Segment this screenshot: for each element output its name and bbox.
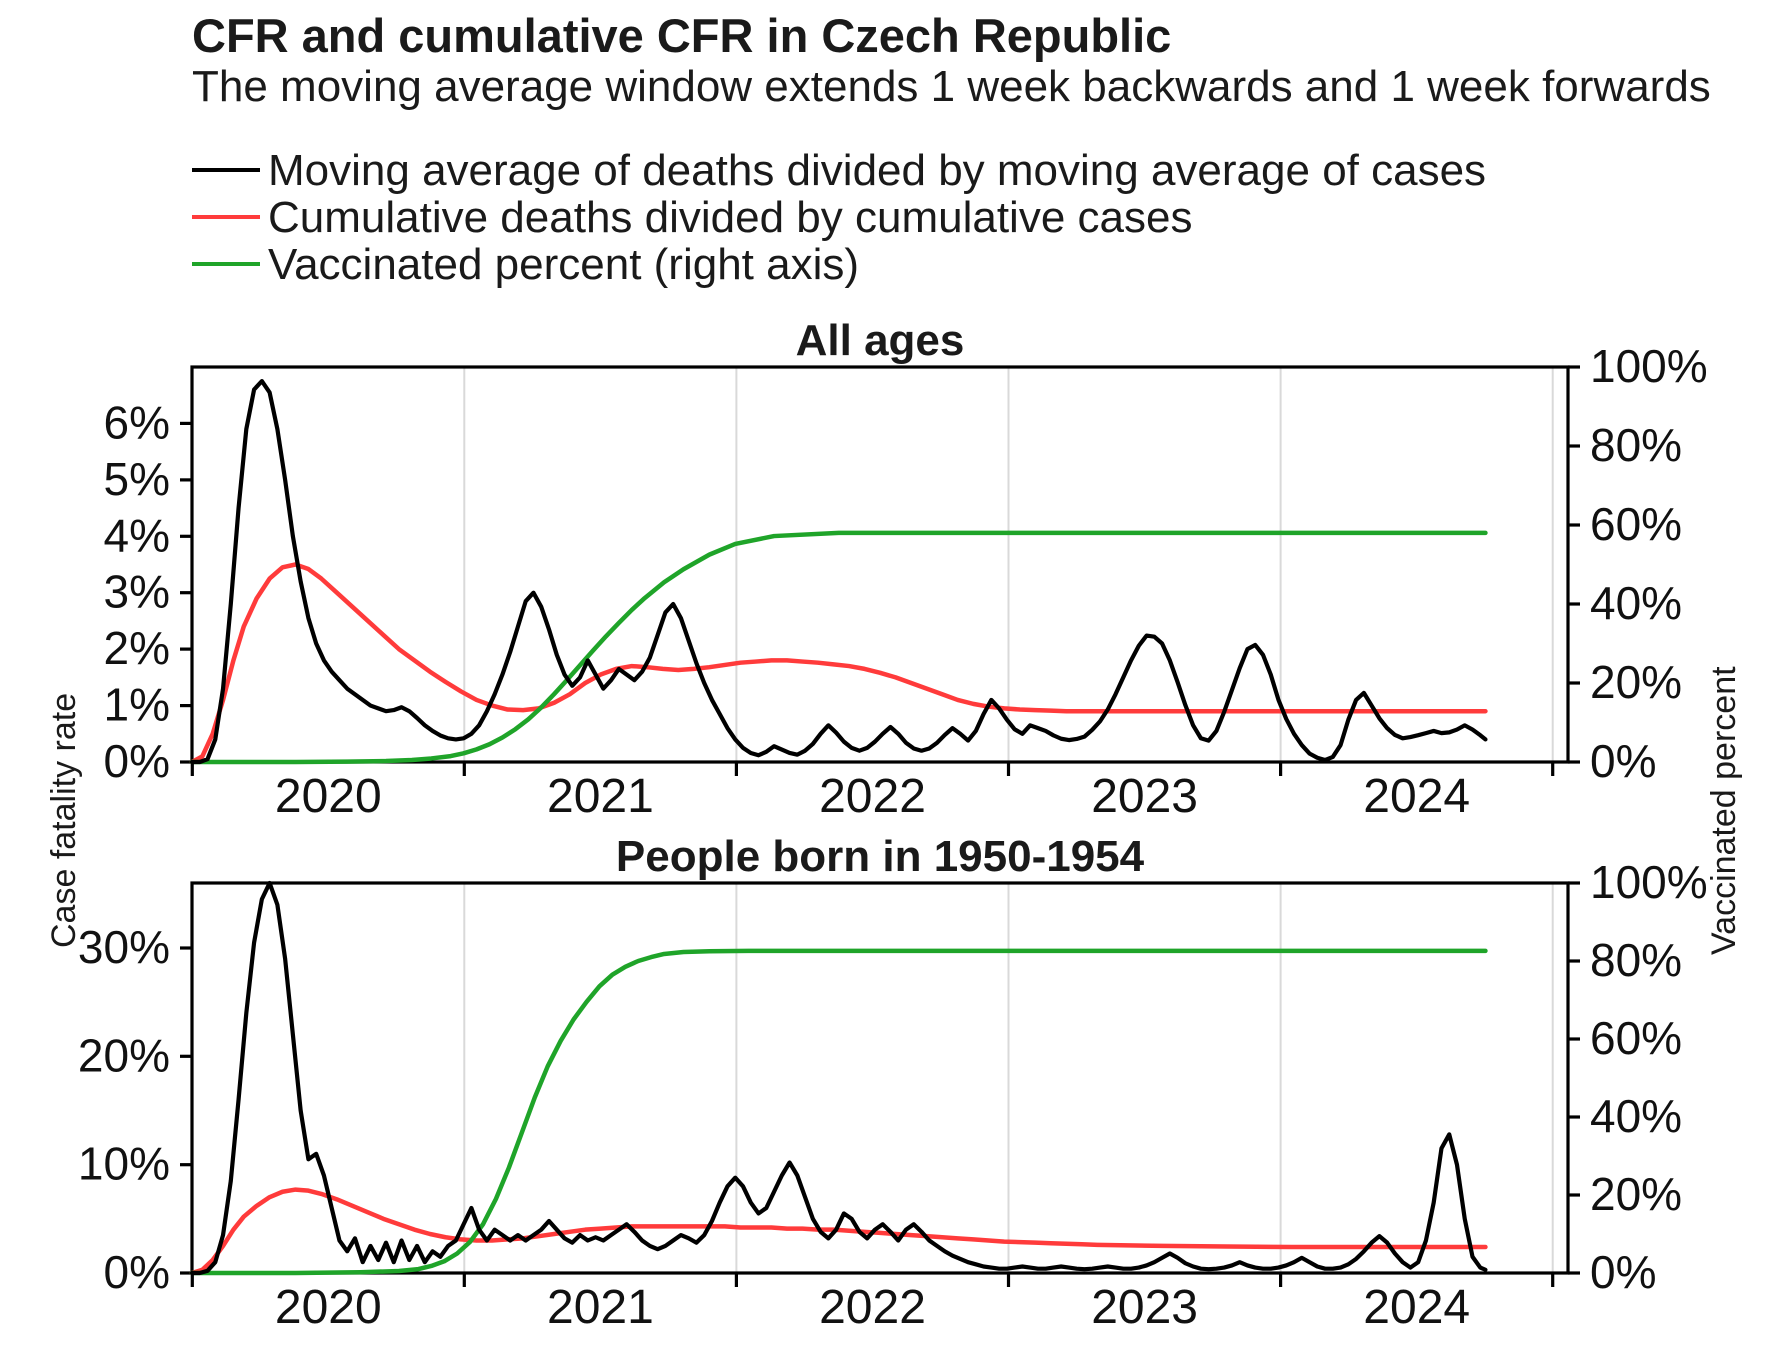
svg-text:100%: 100% [1590, 340, 1708, 392]
svg-text:20%: 20% [1590, 1168, 1682, 1220]
svg-text:1%: 1% [104, 679, 170, 731]
svg-text:2023: 2023 [1091, 1281, 1198, 1334]
svg-text:60%: 60% [1590, 1012, 1682, 1064]
svg-text:30%: 30% [78, 921, 170, 973]
svg-text:2020: 2020 [275, 770, 382, 823]
svg-text:2021: 2021 [547, 1281, 654, 1334]
svg-text:80%: 80% [1590, 419, 1682, 471]
svg-text:0%: 0% [1590, 735, 1656, 787]
svg-text:6%: 6% [104, 396, 170, 448]
svg-text:5%: 5% [104, 453, 170, 505]
svg-text:2024: 2024 [1363, 1281, 1470, 1334]
svg-text:40%: 40% [1590, 1090, 1682, 1142]
svg-text:20%: 20% [1590, 656, 1682, 708]
svg-text:2022: 2022 [819, 1281, 926, 1334]
svg-text:2022: 2022 [819, 770, 926, 823]
svg-text:2024: 2024 [1363, 770, 1470, 823]
svg-text:40%: 40% [1590, 577, 1682, 629]
svg-text:2%: 2% [104, 622, 170, 674]
svg-text:80%: 80% [1590, 934, 1682, 986]
svg-text:100%: 100% [1590, 856, 1708, 908]
svg-text:2021: 2021 [547, 770, 654, 823]
svg-text:20%: 20% [78, 1029, 170, 1081]
svg-text:0%: 0% [104, 1246, 170, 1298]
svg-text:0%: 0% [104, 735, 170, 787]
svg-text:0%: 0% [1590, 1246, 1656, 1298]
svg-text:2020: 2020 [275, 1281, 382, 1334]
svg-text:60%: 60% [1590, 498, 1682, 550]
svg-text:10%: 10% [78, 1138, 170, 1190]
svg-text:4%: 4% [104, 509, 170, 561]
svg-text:2023: 2023 [1091, 770, 1198, 823]
svg-text:3%: 3% [104, 566, 170, 618]
